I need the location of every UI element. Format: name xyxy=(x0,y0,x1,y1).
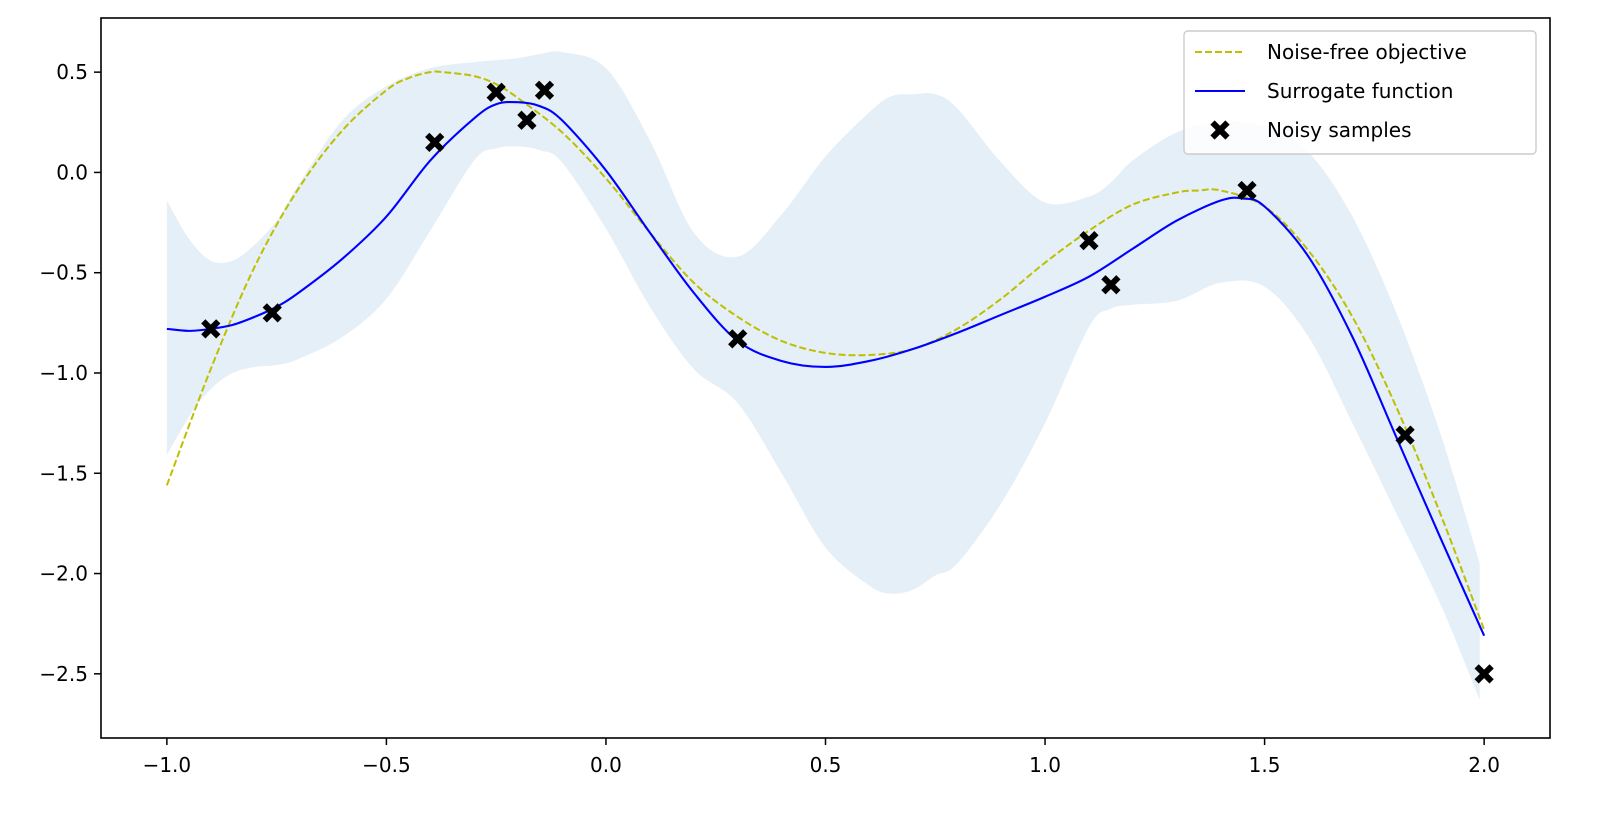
sample-point xyxy=(201,319,221,339)
x-axis-ticks: −1.0 −0.5 0.0 0.5 1.0 1.5 2.0 xyxy=(143,738,1500,777)
surrogate-line xyxy=(166,100,1486,637)
legend-box xyxy=(1183,30,1537,155)
sample-point xyxy=(486,82,506,102)
sample-point xyxy=(534,80,555,100)
x-tick-label: −1.0 xyxy=(143,753,192,777)
samples-layer xyxy=(201,80,1494,684)
x-tick-label: 1.5 xyxy=(1249,753,1281,777)
y-tick-label: −0.5 xyxy=(39,261,88,285)
sample-point xyxy=(425,132,445,152)
y-tick-label: 0.0 xyxy=(56,160,88,184)
sample-point xyxy=(1101,275,1121,295)
y-tick-label: 0.5 xyxy=(56,60,88,84)
sample-point xyxy=(728,329,748,349)
series-layer xyxy=(165,70,1486,637)
sample-point xyxy=(262,303,282,323)
confidence-band xyxy=(166,51,1480,700)
y-tick-label: −2.5 xyxy=(39,662,88,686)
x-tick-label: 1.0 xyxy=(1029,753,1061,777)
y-axis-ticks: 0.5 0.0 −0.5 −1.0 −1.5 −2.0 −2.5 xyxy=(39,60,101,686)
y-tick-label: −1.0 xyxy=(39,361,88,385)
confidence-band-layer xyxy=(166,51,1480,700)
sample-point xyxy=(517,110,537,130)
y-tick-label: −2.0 xyxy=(39,562,88,586)
legend-objective-label: Noise-free objective xyxy=(1267,40,1467,64)
x-tick-label: 0.5 xyxy=(810,753,842,777)
sample-point xyxy=(1474,664,1494,684)
legend-entries: Noise-free objective Surrogate function No… xyxy=(1195,40,1467,142)
x-tick-label: −0.5 xyxy=(362,753,411,777)
sample-point xyxy=(1079,230,1099,251)
sample-point xyxy=(1237,180,1257,201)
legend: Noise-free objective Surrogate function No… xyxy=(1183,30,1537,155)
x-tick-label: 0.0 xyxy=(590,753,622,777)
x-tick-label: 2.0 xyxy=(1468,753,1500,777)
legend-samples-swatch xyxy=(1210,120,1230,140)
y-tick-label: −1.5 xyxy=(39,461,88,485)
sample-point xyxy=(1395,425,1415,445)
legend-surrogate-label: Surrogate function xyxy=(1267,79,1453,103)
legend-samples-label: Noisy samples xyxy=(1267,118,1412,142)
